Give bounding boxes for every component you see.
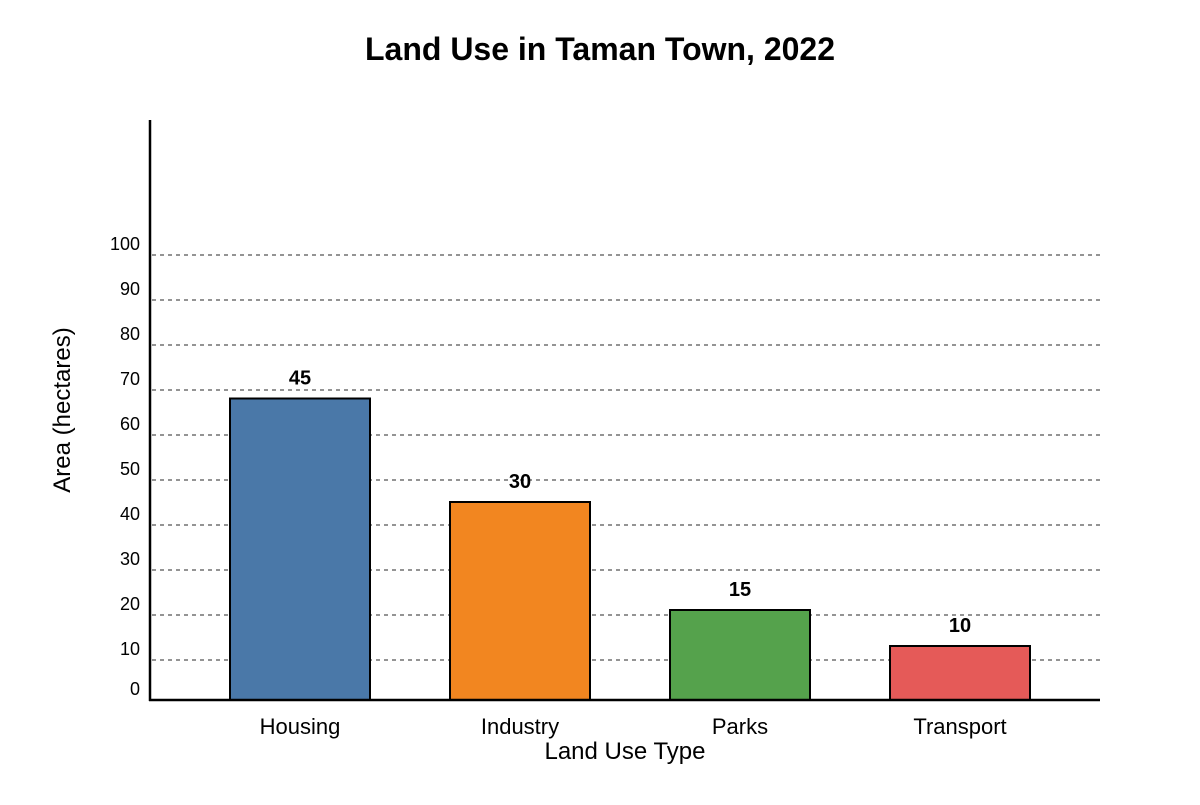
y-tick-labels: 0 10 20 30 40 50 60 70 80 90 100 [110,234,140,699]
x-axis-label: Land Use Type [544,738,705,765]
x-tick-label: Parks [712,714,768,739]
y-tick-label: 70 [120,369,140,389]
x-tick-label: Housing [260,714,341,739]
y-tick-label: 20 [120,594,140,614]
bar-transport [889,645,1031,701]
y-tick-label: 30 [120,549,140,569]
y-axis-label: Area (hectares) [49,327,76,492]
data-label: 10 [949,615,971,637]
bars [229,397,1031,701]
x-tick-label: Industry [481,714,559,739]
y-tick-label: 60 [120,414,140,434]
y-tick-label: 90 [120,279,140,299]
y-tick-label: 10 [120,639,140,659]
bar-industry [449,501,591,701]
y-tick-label: 50 [120,459,140,479]
data-label: 30 [509,471,531,493]
y-tick-label: 80 [120,324,140,344]
y-tick-label: 100 [110,234,140,254]
bar-parks [669,609,811,701]
axes [148,120,1100,702]
bar-housing [229,397,371,701]
x-tick-labels: Housing Industry Parks Transport [260,714,1007,739]
chart-title: Land Use in Taman Town, 2022 [365,31,835,67]
y-tick-label: 40 [120,504,140,524]
data-label: 45 [289,368,311,390]
data-labels: 45 30 15 10 [289,368,971,638]
y-tick-label: 0 [130,679,140,699]
data-label: 15 [729,579,751,601]
x-tick-label: Transport [913,714,1006,739]
gridlines [152,254,1100,661]
